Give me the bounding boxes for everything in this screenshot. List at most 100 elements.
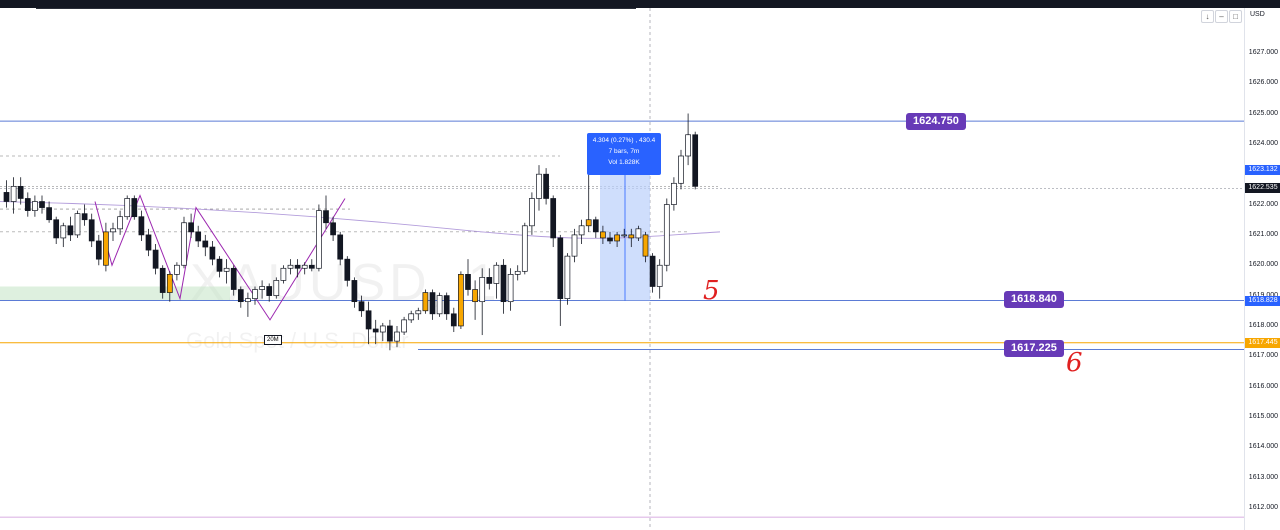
candle <box>408 313 415 321</box>
candle <box>543 173 549 199</box>
candle <box>571 234 578 257</box>
candle <box>450 313 457 327</box>
candle <box>330 222 336 236</box>
price-tick-label: 1618.000 <box>1248 321 1278 329</box>
candle <box>486 277 493 284</box>
candle <box>550 198 557 239</box>
price-label-1617-225[interactable]: 1617.225 <box>1004 340 1064 357</box>
price-tick-label: 1627.000 <box>1248 48 1278 56</box>
price-tick-label: 1616.000 <box>1248 382 1278 390</box>
candlestick-chart[interactable] <box>0 8 1244 530</box>
candle <box>379 325 386 333</box>
price-tick-label: 1614.000 <box>1248 443 1278 451</box>
candle <box>32 201 38 211</box>
candle <box>493 264 500 284</box>
price-tick-label: 1621.000 <box>1248 230 1278 238</box>
candle <box>578 225 585 236</box>
candle <box>656 264 663 287</box>
maximize-icon[interactable]: □ <box>1229 10 1242 23</box>
price-tick-label: 1624.000 <box>1248 139 1278 147</box>
candle <box>422 292 429 312</box>
candle <box>443 295 450 315</box>
candle <box>614 234 620 242</box>
candle <box>585 219 592 227</box>
candle <box>358 301 365 312</box>
candle <box>117 216 123 230</box>
price-axis[interactable]: 1627.0001626.0001625.0001624.0001623.000… <box>1244 8 1280 530</box>
price-tick-label: 1617.000 <box>1248 352 1278 360</box>
candle <box>46 207 52 221</box>
candle <box>628 234 635 239</box>
candle <box>678 155 684 184</box>
candle <box>103 231 109 266</box>
candle <box>280 267 287 281</box>
candle <box>174 264 180 275</box>
candle <box>53 219 60 239</box>
candle <box>685 134 691 157</box>
candle <box>308 264 315 269</box>
candle <box>223 267 230 272</box>
candle <box>621 234 628 237</box>
candle <box>266 286 273 296</box>
candle <box>507 274 514 303</box>
top-toolbar[interactable] <box>0 0 1280 9</box>
candle <box>301 264 308 269</box>
candle <box>202 240 209 248</box>
candle <box>131 198 138 218</box>
handwritten-mark-6: 6 <box>1066 348 1083 378</box>
candle <box>237 289 244 303</box>
price-label-1618-840[interactable]: 1618.840 <box>1004 291 1064 308</box>
price-tick-label: 1620.000 <box>1248 261 1278 269</box>
candle <box>663 204 670 266</box>
price-tick-label: 1625.000 <box>1248 109 1278 117</box>
candle <box>159 267 166 293</box>
support-zone <box>0 286 230 301</box>
toolbar-group-drawing[interactable] <box>36 0 636 9</box>
price-label-1624-750[interactable]: 1624.750 <box>906 113 966 130</box>
candle <box>245 298 251 303</box>
candle <box>607 237 613 242</box>
candle <box>472 289 478 303</box>
chart-pane[interactable]: XAUUSD, 1 Gold Spot / U.S. Dollar 20M 4.… <box>0 8 1244 530</box>
candle <box>3 192 10 202</box>
candle <box>344 258 351 281</box>
candle <box>415 310 422 315</box>
candle <box>316 210 322 269</box>
scroll-down-icon[interactable]: ↓ <box>1201 10 1214 23</box>
price-axis-tag: 1622.535 <box>1245 183 1280 194</box>
price-tick-label: 1622.000 <box>1248 200 1278 208</box>
candle <box>88 219 95 242</box>
currency-selector[interactable]: USD <box>1250 11 1265 18</box>
candle <box>273 280 280 296</box>
measure-tooltip: 4.304 (0.27%) , 430.4 7 bars, 7m Vol 1.8… <box>587 133 661 175</box>
candle <box>124 198 131 218</box>
candle <box>216 258 223 272</box>
candle <box>152 249 159 269</box>
candle <box>17 185 24 199</box>
candle <box>230 267 237 290</box>
collapse-icon[interactable]: ‒ <box>1215 10 1228 23</box>
candle <box>387 325 393 342</box>
candle <box>95 240 102 260</box>
price-axis-controls[interactable]: ↓ ‒ □ <box>1200 10 1280 24</box>
candle <box>635 228 642 239</box>
candle <box>74 213 81 236</box>
price-tick-label: 1612.000 <box>1248 504 1278 512</box>
measure-bars: 7 bars, 7m <box>608 148 640 155</box>
candle <box>294 264 301 269</box>
candle <box>351 280 358 303</box>
candle <box>24 198 31 211</box>
candle <box>287 264 294 269</box>
candle <box>323 210 329 224</box>
candle <box>81 213 88 221</box>
candle <box>600 231 606 239</box>
timeframe-tag: 20M <box>264 335 282 345</box>
candle <box>138 216 145 236</box>
candle <box>60 225 67 239</box>
candle <box>536 173 542 199</box>
candle <box>500 264 507 303</box>
measure-volume: Vol 1.828K <box>608 159 640 166</box>
candle <box>557 237 564 299</box>
candle <box>436 295 443 315</box>
candle <box>110 228 116 233</box>
